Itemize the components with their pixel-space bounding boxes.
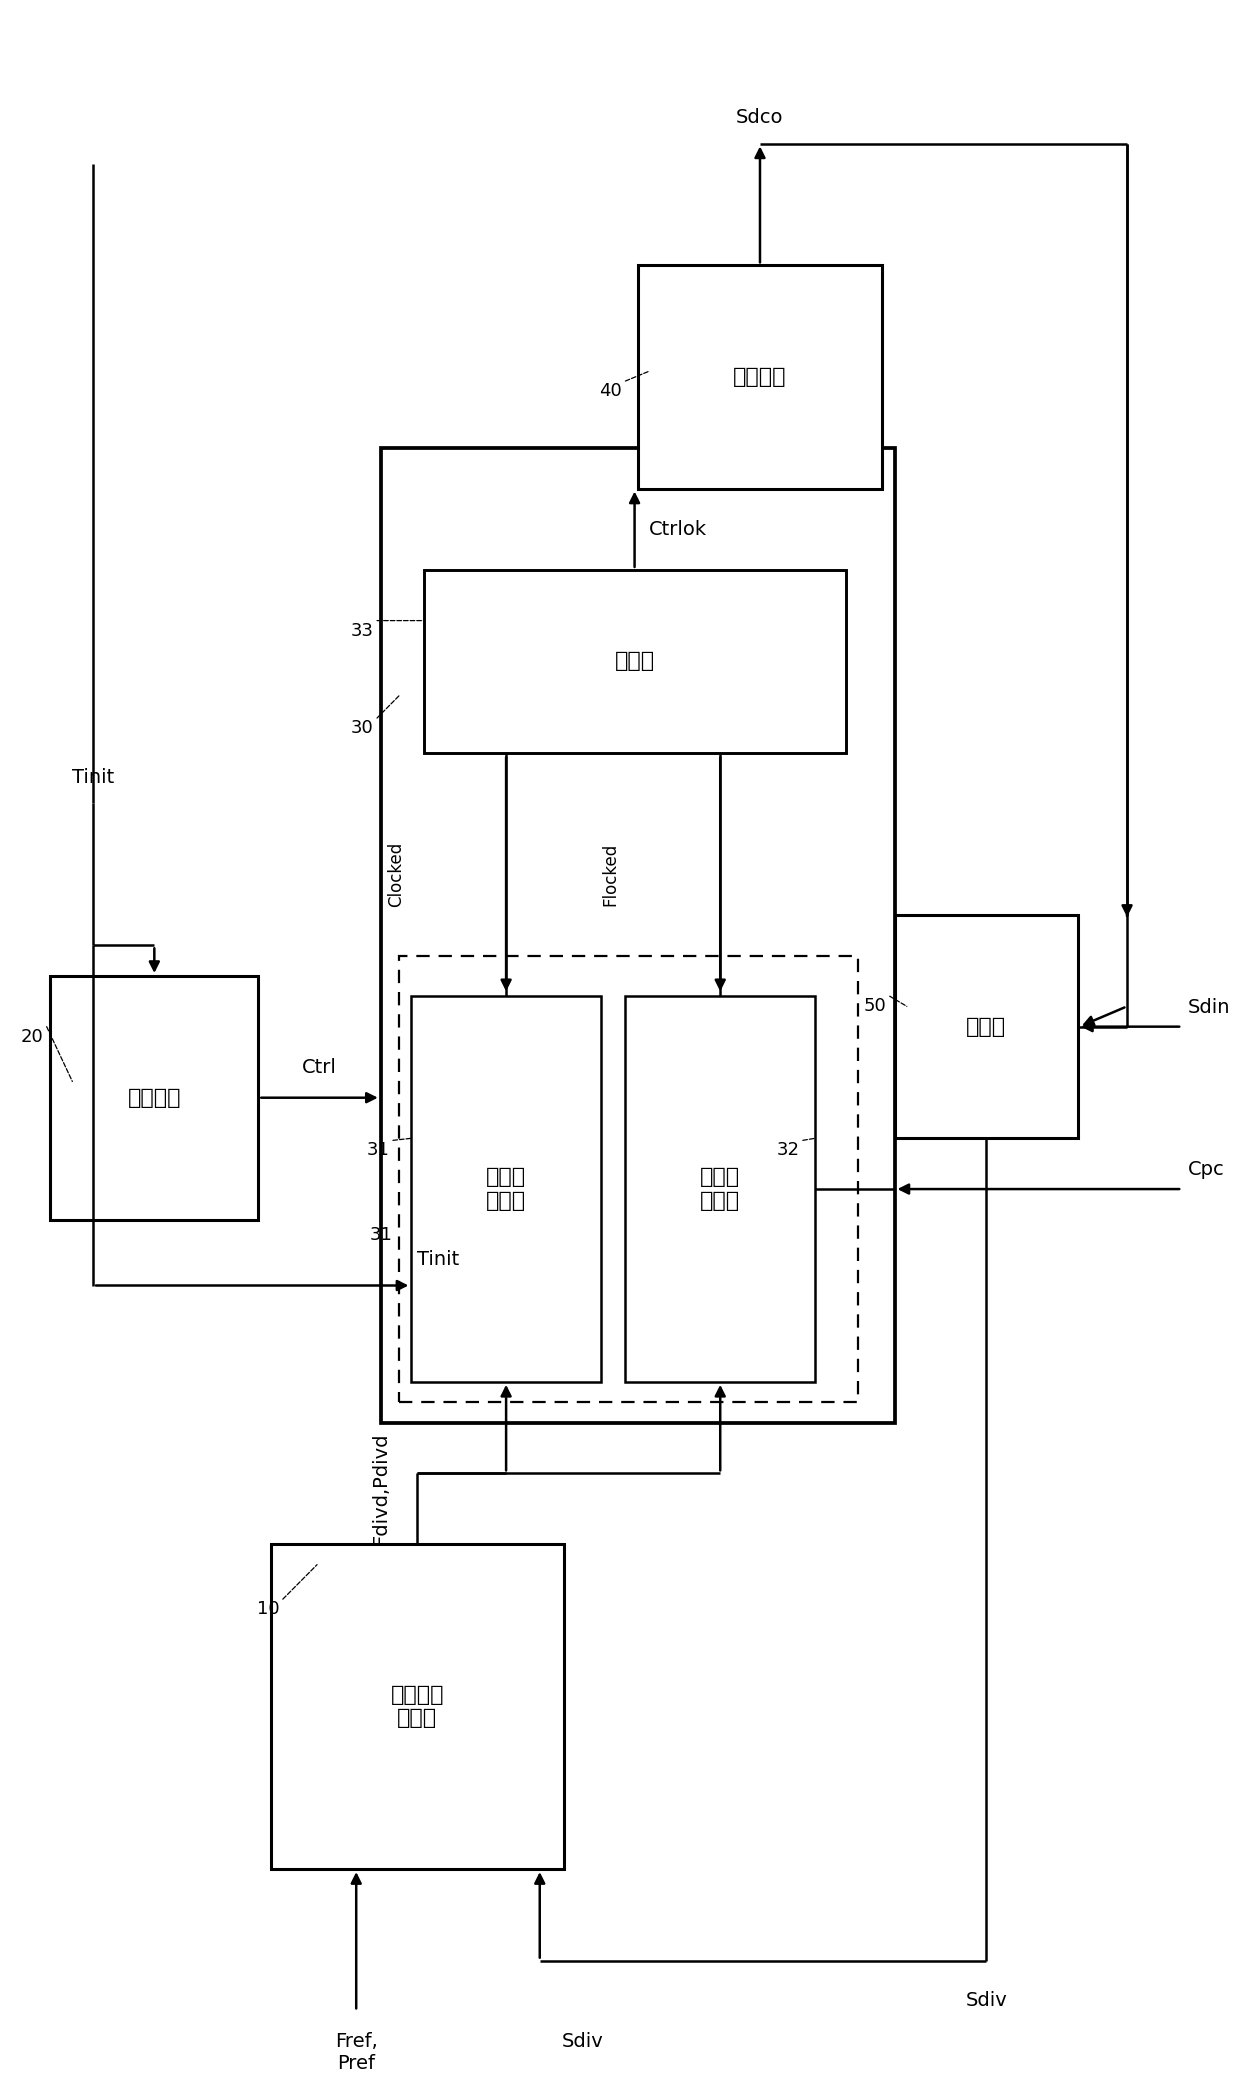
Text: 除法器: 除法器 xyxy=(966,1016,1007,1037)
FancyBboxPatch shape xyxy=(637,265,883,489)
Text: 细调锁
定电路: 细调锁 定电路 xyxy=(701,1168,740,1211)
Text: 40: 40 xyxy=(599,382,622,400)
FancyBboxPatch shape xyxy=(381,448,894,1423)
Text: 32: 32 xyxy=(776,1141,800,1159)
Text: Tinit: Tinit xyxy=(418,1251,460,1269)
Text: Cpc: Cpc xyxy=(1188,1159,1225,1178)
Text: 相位频率
检测器: 相位频率 检测器 xyxy=(391,1686,444,1728)
Text: Sdiv: Sdiv xyxy=(966,1991,1007,2010)
Text: 粗调锁
定电路: 粗调锁 定电路 xyxy=(486,1168,526,1211)
Text: Sdco: Sdco xyxy=(737,108,784,127)
Text: 50: 50 xyxy=(863,998,887,1016)
Text: 31: 31 xyxy=(367,1141,389,1159)
Text: Sdin: Sdin xyxy=(1188,998,1231,1016)
FancyBboxPatch shape xyxy=(51,977,258,1220)
FancyBboxPatch shape xyxy=(894,915,1078,1139)
Text: Fref,
Pref: Fref, Pref xyxy=(335,2033,378,2072)
Text: Ctrlok: Ctrlok xyxy=(650,521,707,539)
Text: 10: 10 xyxy=(257,1601,279,1618)
Text: Ctrl: Ctrl xyxy=(303,1058,337,1076)
FancyBboxPatch shape xyxy=(399,956,858,1402)
Text: 33: 33 xyxy=(351,622,373,639)
Text: Sdiv: Sdiv xyxy=(562,2033,604,2051)
FancyBboxPatch shape xyxy=(412,996,601,1381)
Text: 编码器: 编码器 xyxy=(615,651,655,672)
Text: 20: 20 xyxy=(21,1029,43,1045)
Text: Flocked: Flocked xyxy=(601,842,620,906)
Text: Tinit: Tinit xyxy=(72,767,114,788)
FancyBboxPatch shape xyxy=(424,570,846,753)
Text: 振荡电路: 振荡电路 xyxy=(733,367,786,388)
Text: 31: 31 xyxy=(370,1226,392,1244)
FancyBboxPatch shape xyxy=(270,1545,564,1869)
Text: 校正电路: 校正电路 xyxy=(128,1087,181,1108)
Text: Clocked: Clocked xyxy=(388,842,405,906)
Text: Fdivd,Pdivd: Fdivd,Pdivd xyxy=(371,1433,391,1545)
FancyBboxPatch shape xyxy=(625,996,815,1381)
Text: 30: 30 xyxy=(351,720,373,736)
